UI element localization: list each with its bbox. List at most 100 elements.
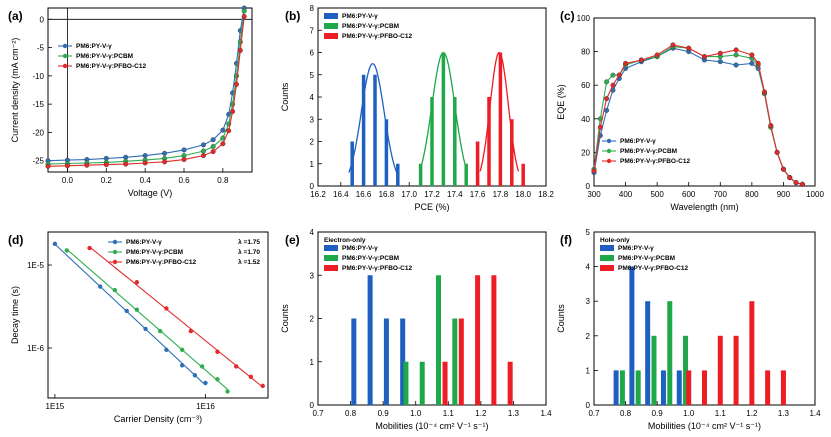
series-1 (348, 62, 400, 186)
data-point (64, 248, 70, 253)
fit-line (54, 243, 206, 386)
bar (464, 163, 468, 186)
x-axis-label: Mobilities (10⁻⁴ cm² V⁻¹ s⁻¹) (375, 421, 488, 431)
data-point (717, 59, 723, 65)
x-tick-label: 16.6 (356, 190, 372, 199)
series-1 (613, 266, 682, 405)
series-1 (52, 241, 208, 386)
y-tick-label: 1 (310, 160, 315, 169)
bar (629, 266, 635, 405)
y-tick-label: -10 (32, 72, 44, 81)
data-point (616, 72, 622, 78)
x-tick-label: 0.4 (140, 176, 152, 185)
x-tick-label: 16.4 (333, 190, 349, 199)
legend-label: PM6:PY-V-γ:PFBO-C12 (342, 33, 412, 40)
y-tick-label: 80 (581, 48, 590, 57)
panel-label: (c) (560, 9, 575, 23)
legend-marker (62, 43, 68, 49)
y-tick-label: 1E-6 (27, 344, 44, 353)
data-point (210, 149, 216, 155)
slope-label: λ =1.75 (238, 238, 260, 246)
data-point (733, 47, 739, 53)
bar (702, 370, 707, 405)
bar (418, 163, 423, 186)
data-point (233, 81, 239, 87)
x-axis-label: PCE (%) (414, 202, 449, 212)
data-point (749, 60, 755, 66)
y-tick-label: 4 (310, 228, 315, 237)
x-tick-label: 16.2 (310, 190, 326, 199)
x-tick-label: 18.2 (538, 190, 554, 199)
data-point (157, 328, 163, 334)
x-tick-label: 17.8 (493, 190, 509, 199)
x-tick-label: 0.8 (345, 409, 357, 418)
x-tick-label: 0.7 (588, 409, 600, 418)
data-point (134, 307, 140, 312)
x-tick-label: 1E16 (196, 402, 215, 411)
data-point (200, 153, 206, 159)
data-point (210, 144, 216, 150)
data-point (84, 162, 90, 168)
y-tick-label: 5 (310, 71, 315, 80)
bar (651, 335, 657, 405)
bar (645, 301, 651, 405)
legend-label: PM6:PY-V-γ:PCBM (342, 23, 399, 30)
y-tick-label: 2 (310, 138, 315, 147)
x-tick-label: 1000 (806, 190, 824, 199)
x-tick-label: 1.0 (410, 409, 422, 418)
panel-e: (e) 0.7 0.8 0.9 1.0 1.1 1.2 1.3 1.4 0 1 2 3 4 Mobiliti… (280, 228, 552, 431)
data-point (260, 383, 265, 389)
data-point (234, 364, 239, 369)
data-point (124, 308, 129, 314)
x-tick-label: 1.0 (683, 409, 695, 418)
x-tick-label: 1.3 (508, 409, 520, 418)
y-tick-label: 3 (586, 297, 591, 306)
data-point (215, 377, 220, 382)
x-tick-label: 17.6 (470, 190, 486, 199)
x-tick-label: 1.2 (475, 409, 487, 418)
bar (765, 370, 771, 405)
data-point (623, 60, 629, 66)
legend-marker (62, 53, 68, 59)
series-3 (686, 301, 786, 405)
x-tick-label: 500 (650, 190, 664, 199)
x-axis-label: Mobilities (10⁻⁴ cm² V⁻¹ s⁻¹) (648, 421, 761, 431)
x-axis-label: Carrier Density (cm⁻³) (114, 414, 202, 424)
bar (613, 370, 619, 405)
legend-label: PM6:PY-V-γ (618, 245, 654, 252)
y-tick-label: 4 (310, 93, 315, 102)
data-point (226, 128, 232, 134)
data-point (179, 363, 185, 368)
legend-marker (606, 148, 612, 154)
y-tick-label: 0 (586, 401, 591, 410)
data-point (761, 89, 767, 95)
data-point (686, 45, 692, 51)
y-tick-label: -25 (32, 157, 44, 166)
data-point (793, 180, 799, 186)
legend-swatch (324, 33, 338, 39)
bar (430, 97, 434, 186)
y-tick-label: 1 (310, 358, 315, 367)
gaussian-fit-curve (479, 51, 520, 172)
data-point (774, 149, 780, 155)
y-tick-label: 4 (586, 263, 591, 272)
y-tick-label: 3 (310, 271, 315, 280)
legend-label: PM6:PY-V-γ (620, 138, 656, 145)
legend: PM6:PY-V-γ PM6:PY-V-γ:PCBM PM6:PY-V-γ:PFBO… (324, 245, 412, 272)
y-axis-label: Decay time (s) (10, 286, 20, 344)
data-point (210, 137, 216, 143)
legend: PM6:PY-V-γ PM6:PY-V-γ:PCBM PM6:PY-V-γ:PFBO… (58, 43, 146, 70)
plot-area (591, 42, 805, 187)
data-point (45, 163, 51, 169)
x-tick-label: 0.8 (217, 176, 229, 185)
y-tick-label: 5 (586, 228, 591, 237)
y-tick-label: 2 (586, 332, 591, 341)
legend-label: PM6:PY-V-γ:PCBM (618, 255, 675, 262)
bar (373, 74, 377, 186)
series-2 (619, 301, 689, 405)
series-3 (45, 13, 247, 169)
y-tick-label: 3 (310, 115, 315, 124)
x-tick-label: 800 (745, 190, 759, 199)
data-point (610, 72, 616, 78)
data-point (164, 306, 169, 311)
